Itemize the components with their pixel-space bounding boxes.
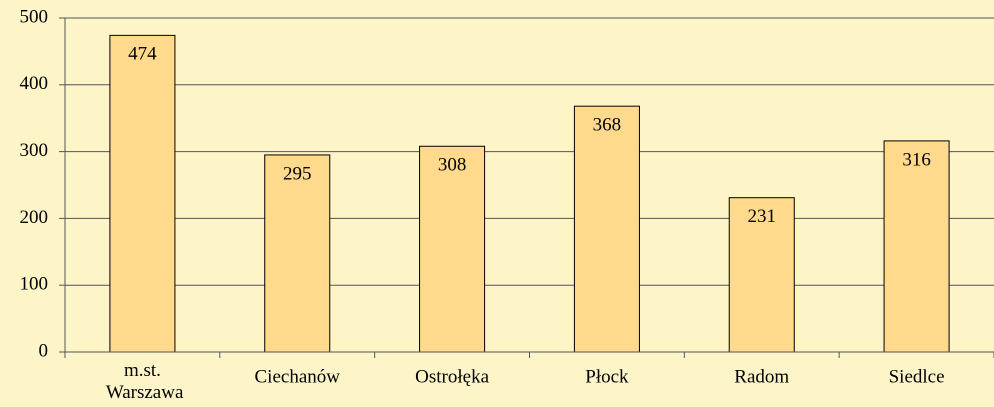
value-label: 231 bbox=[748, 206, 777, 227]
value-label: 308 bbox=[438, 155, 467, 176]
x-tick-label: Siedlce bbox=[889, 366, 945, 387]
bar bbox=[109, 34, 176, 353]
y-tick-label: 100 bbox=[20, 274, 49, 295]
value-label: 295 bbox=[283, 163, 312, 184]
x-tick-label: Ostrołęka bbox=[415, 366, 489, 387]
y-tick-label: 400 bbox=[20, 73, 49, 94]
bar bbox=[419, 145, 486, 353]
bar bbox=[573, 105, 640, 353]
x-tick-label: Ciechanów bbox=[255, 366, 341, 387]
value-label: 368 bbox=[593, 115, 622, 136]
x-tick-label: Płock bbox=[585, 366, 629, 387]
bar bbox=[728, 197, 795, 353]
y-tick-label: 300 bbox=[20, 140, 49, 161]
x-tick-label: Radom bbox=[734, 366, 789, 387]
y-tick-label: 200 bbox=[20, 207, 49, 228]
bar bbox=[883, 140, 950, 353]
bar bbox=[264, 154, 331, 353]
y-tick-label: 0 bbox=[39, 340, 49, 361]
x-tick-label: m.st. Warszawa bbox=[101, 360, 184, 403]
y-tick-label: 500 bbox=[20, 6, 49, 27]
value-label: 474 bbox=[128, 44, 157, 65]
value-label: 316 bbox=[902, 149, 931, 170]
